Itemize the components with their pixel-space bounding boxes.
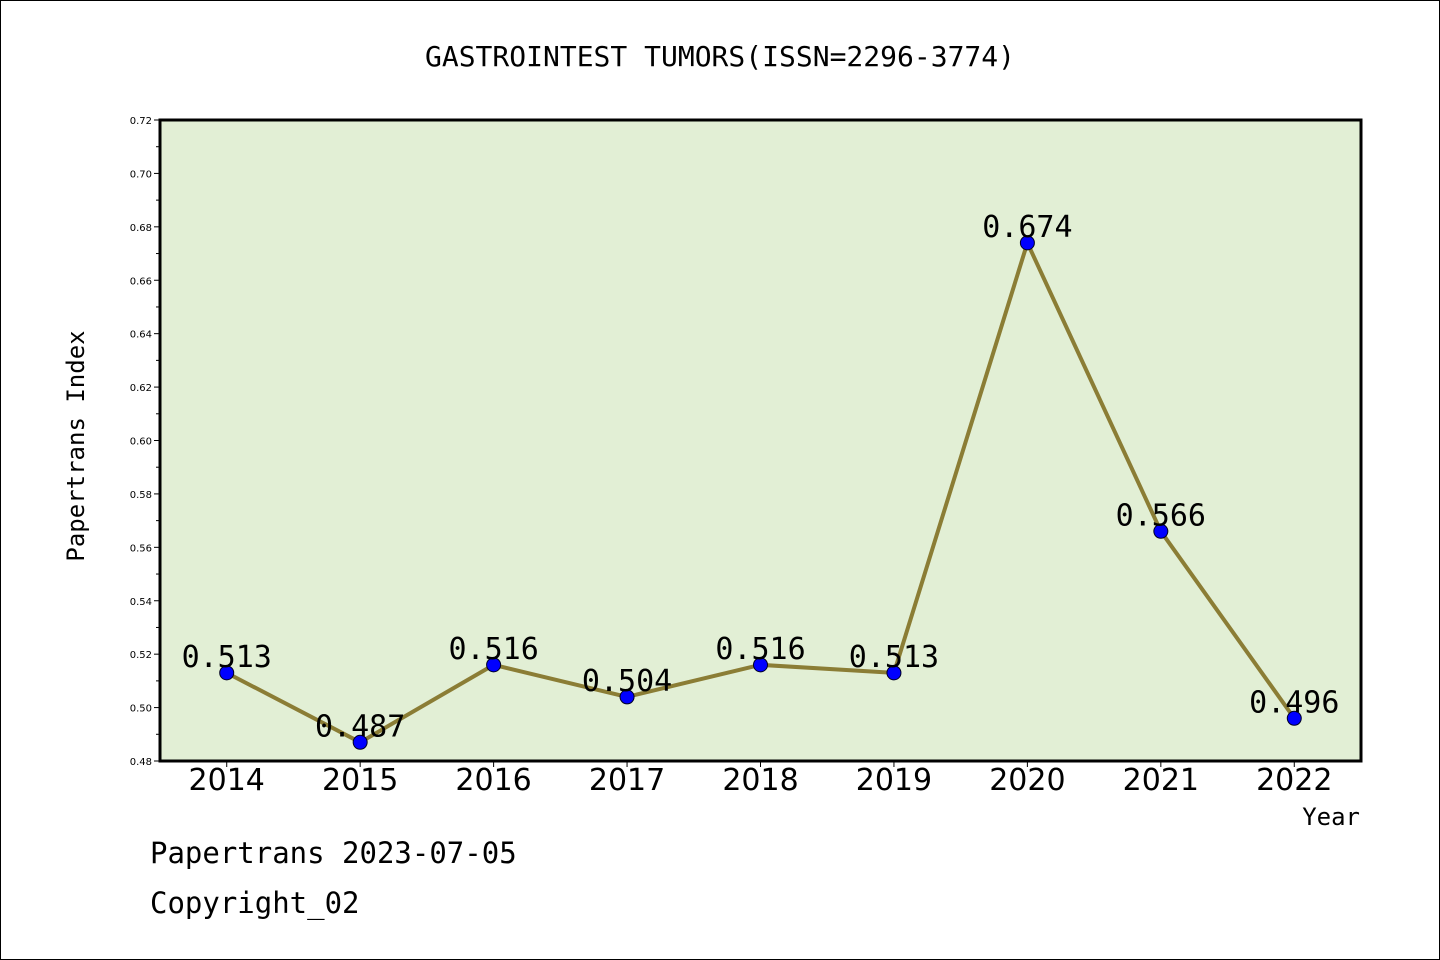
x-axis-label: Year [1302, 803, 1360, 831]
chart-title: GASTROINTEST TUMORS(ISSN=2296-3774) [425, 40, 1015, 73]
y-tick-label: 0.70 [130, 169, 152, 180]
y-tick-label: 0.52 [130, 650, 152, 661]
y-axis: 0.48 0.50 0.52 0.54 0.56 0.58 0.60 0.62 0.64 0.66… [130, 116, 160, 768]
y-tick-label: 0.50 [130, 704, 152, 715]
x-tick-label: 2020 [989, 763, 1065, 798]
x-tick-label: 2017 [589, 763, 665, 798]
x-tick-label: 2015 [322, 763, 398, 798]
plot-border [158, 118, 1363, 763]
y-tick-label: 0.58 [130, 490, 152, 501]
y-tick-label: 0.64 [130, 330, 152, 341]
series-group: 0.513 0.487 0.516 0.504 0.516 0.513 0.674 0.566… [182, 210, 1339, 750]
data-label: 0.513 [849, 640, 939, 675]
y-tick-label: 0.54 [130, 597, 152, 608]
y-axis-label: Papertrans Index [62, 330, 90, 561]
data-label: 0.487 [315, 709, 405, 744]
data-label: 0.674 [982, 210, 1072, 245]
x-tick-label: 2019 [856, 763, 932, 798]
data-label: 0.516 [448, 632, 538, 667]
x-axis: 2014 2015 2016 2017 2018 2019 2020 2021 2022 [189, 761, 1332, 798]
data-label: 0.513 [182, 640, 272, 675]
data-point [352, 734, 368, 750]
data-label: 0.496 [1249, 685, 1339, 720]
x-tick-label: 2016 [455, 763, 531, 798]
y-tick-label: 0.72 [130, 116, 152, 127]
data-label: 0.566 [1116, 498, 1206, 533]
data-label: 0.516 [715, 632, 805, 667]
x-tick-label: 2021 [1123, 763, 1199, 798]
data-point [219, 665, 235, 681]
x-tick-label: 2014 [189, 763, 265, 798]
data-point [886, 665, 902, 681]
data-point [619, 689, 635, 705]
data-point [1286, 710, 1302, 726]
x-tick-label: 2018 [722, 763, 798, 798]
footer-copyright: Copyright_02 [150, 886, 360, 920]
x-tick-label: 2022 [1256, 763, 1332, 798]
footer-date: Papertrans 2023-07-05 [150, 836, 517, 870]
data-point [1019, 235, 1035, 251]
y-tick-label: 0.66 [130, 276, 152, 287]
y-tick-label: 0.62 [130, 383, 152, 394]
y-tick-label: 0.48 [130, 757, 152, 768]
data-label: 0.504 [582, 664, 672, 699]
data-point [753, 657, 768, 673]
data-point [486, 657, 502, 673]
plot-area [160, 120, 1361, 761]
y-tick-label: 0.68 [130, 223, 152, 234]
y-tick-label: 0.56 [130, 543, 152, 554]
y-tick-label: 0.60 [130, 437, 152, 448]
data-point [1153, 523, 1169, 539]
